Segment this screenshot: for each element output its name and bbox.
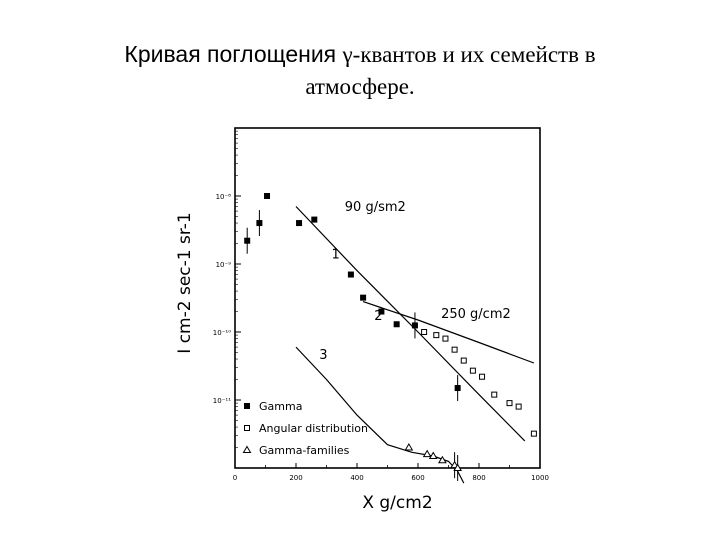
data-point <box>244 403 250 409</box>
x-tick-label: 800 <box>472 474 485 482</box>
data-point <box>454 385 461 392</box>
data-point <box>242 445 252 453</box>
curve-annotation: 1 <box>332 248 340 263</box>
legend-label: Gamma <box>259 400 302 413</box>
title-line-1-a: Кривая поглощения <box>124 41 343 67</box>
data-point <box>422 449 432 458</box>
data-point <box>360 294 367 301</box>
x-tick-label: 0 <box>233 474 237 482</box>
y-axis-label: I cm-2 sec-1 sr-1 <box>175 212 195 353</box>
data-point <box>515 403 522 410</box>
curve-annotation: 90 g/sm2 <box>345 200 406 215</box>
data-point <box>442 335 449 342</box>
data-point <box>428 451 438 460</box>
data-point <box>460 357 467 364</box>
data-point <box>451 346 458 353</box>
title-line-1-b: γ-квантов и их семейств в <box>342 42 596 67</box>
curve-annotation: 2 <box>374 309 382 324</box>
x-tick-label: 600 <box>411 474 424 482</box>
data-point <box>244 425 250 431</box>
x-tick-label: 400 <box>350 474 363 482</box>
x-tick-label: 200 <box>289 474 302 482</box>
legend-label: Gamma-families <box>259 444 350 457</box>
data-point <box>378 308 385 315</box>
data-point <box>411 322 418 329</box>
fit-curve-1 <box>295 206 526 442</box>
data-point <box>404 443 414 451</box>
y-tick-label: 10⁻¹¹ <box>213 397 231 405</box>
absorption-chart: 0 200 400 600 800 1000 10⁻⁸ 10⁻⁹ 10⁻¹⁰ 10⁻¹¹ X g/c… <box>175 127 549 513</box>
data-point <box>347 271 354 278</box>
curve-annotation: 3 <box>319 348 327 363</box>
data-point <box>469 367 476 374</box>
slide-title: Кривая поглощения γ-квантов и их семейст… <box>0 38 720 103</box>
y-tick-label: 10⁻¹⁰ <box>213 329 231 337</box>
data-point <box>264 193 271 199</box>
data-point <box>491 391 498 398</box>
x-axis-label: X g/cm2 <box>362 493 432 513</box>
curve-annotation: 250 g/cm2 <box>441 307 511 322</box>
data-point <box>311 216 318 223</box>
title-line-1: Кривая поглощения γ-квантов и их семейст… <box>0 38 720 71</box>
legend-label: Angular distribution <box>259 422 368 435</box>
y-tick-label: 10⁻⁸ <box>216 193 232 201</box>
data-point <box>438 455 447 464</box>
data-point <box>506 400 513 407</box>
data-point <box>256 220 263 227</box>
title-line-2: атмосфере. <box>305 74 415 99</box>
data-point <box>453 463 463 471</box>
x-tick-label: 1000 <box>531 474 549 482</box>
data-point <box>393 321 400 328</box>
plot-frame <box>234 127 541 469</box>
data-point <box>433 332 440 339</box>
data-point <box>421 329 428 335</box>
data-point <box>244 237 251 244</box>
fit-curve-2 <box>362 301 535 364</box>
data-point <box>296 220 303 227</box>
y-tick-label: 10⁻⁹ <box>216 261 232 269</box>
data-point <box>530 430 537 437</box>
data-point <box>479 373 486 380</box>
